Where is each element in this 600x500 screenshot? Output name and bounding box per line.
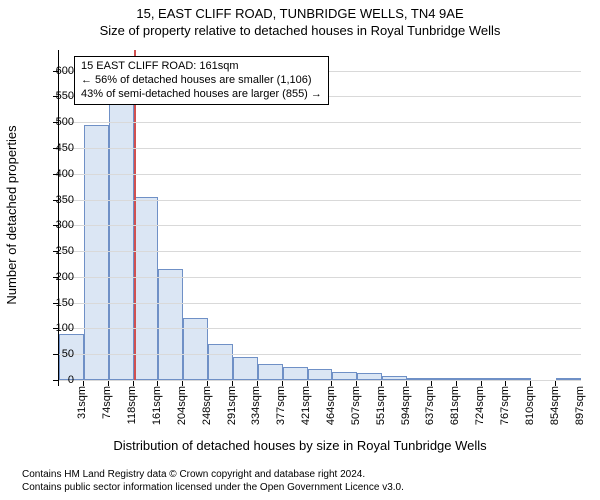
x-tick-label: 161sqm bbox=[151, 386, 163, 436]
histogram-bar bbox=[258, 364, 283, 381]
x-tick-mark bbox=[381, 381, 382, 386]
x-tick-mark bbox=[307, 381, 308, 386]
grid-line bbox=[59, 174, 581, 175]
annotation-box: 15 EAST CLIFF ROAD: 161sqm ← 56% of deta… bbox=[74, 56, 329, 105]
histogram-bar bbox=[332, 372, 357, 380]
grid-line bbox=[59, 200, 581, 201]
x-tick-label: 637sqm bbox=[424, 386, 436, 436]
y-tick-label: 500 bbox=[34, 116, 74, 128]
histogram-bar bbox=[84, 125, 109, 380]
annotation-line1: 15 EAST CLIFF ROAD: 161sqm bbox=[81, 60, 322, 74]
x-tick-mark bbox=[257, 381, 258, 386]
y-tick-label: 100 bbox=[34, 322, 74, 334]
x-tick-mark bbox=[505, 381, 506, 386]
x-tick-mark bbox=[530, 381, 531, 386]
y-axis-label: Number of detached properties bbox=[4, 125, 19, 304]
y-tick-label: 0 bbox=[34, 374, 74, 386]
x-tick-mark bbox=[207, 381, 208, 386]
x-tick-mark bbox=[232, 381, 233, 386]
grid-line bbox=[59, 303, 581, 304]
grid-line bbox=[59, 328, 581, 329]
y-tick-label: 550 bbox=[34, 90, 74, 102]
x-tick-label: 897sqm bbox=[574, 386, 586, 436]
x-tick-label: 724sqm bbox=[474, 386, 486, 436]
footer-line1: Contains HM Land Registry data © Crown c… bbox=[22, 469, 404, 482]
grid-line bbox=[59, 354, 581, 355]
x-tick-label: 377sqm bbox=[275, 386, 287, 436]
x-tick-label: 248sqm bbox=[201, 386, 213, 436]
histogram-bar bbox=[283, 367, 308, 380]
grid-line bbox=[59, 251, 581, 252]
x-tick-label: 291sqm bbox=[226, 386, 238, 436]
x-tick-mark bbox=[481, 381, 482, 386]
histogram-bar bbox=[183, 318, 208, 380]
x-tick-label: 767sqm bbox=[499, 386, 511, 436]
y-tick-label: 450 bbox=[34, 142, 74, 154]
y-tick-label: 350 bbox=[34, 194, 74, 206]
y-tick-label: 400 bbox=[34, 168, 74, 180]
histogram-bar bbox=[357, 373, 382, 380]
y-tick-label: 600 bbox=[34, 65, 74, 77]
x-tick-label: 334sqm bbox=[250, 386, 262, 436]
footer: Contains HM Land Registry data © Crown c… bbox=[22, 469, 404, 494]
grid-line bbox=[59, 277, 581, 278]
histogram-bar bbox=[208, 344, 233, 380]
y-tick-label: 250 bbox=[34, 245, 74, 257]
x-tick-label: 204sqm bbox=[176, 386, 188, 436]
x-tick-label: 854sqm bbox=[549, 386, 561, 436]
grid-line bbox=[59, 148, 581, 149]
annotation-line2: ← 56% of detached houses are smaller (1,… bbox=[81, 74, 322, 88]
x-tick-label: 421sqm bbox=[300, 386, 312, 436]
x-tick-mark bbox=[331, 381, 332, 386]
x-tick-mark bbox=[431, 381, 432, 386]
grid-line bbox=[59, 122, 581, 123]
x-tick-mark bbox=[555, 381, 556, 386]
x-tick-label: 594sqm bbox=[400, 386, 412, 436]
x-tick-label: 464sqm bbox=[325, 386, 337, 436]
footer-line2: Contains public sector information licen… bbox=[22, 482, 404, 495]
histogram-bar bbox=[109, 91, 134, 380]
histogram-bar bbox=[158, 269, 183, 380]
y-tick-label: 50 bbox=[34, 348, 74, 360]
x-tick-label: 74sqm bbox=[101, 386, 113, 436]
x-tick-label: 31sqm bbox=[76, 386, 88, 436]
y-tick-label: 150 bbox=[34, 297, 74, 309]
x-tick-mark bbox=[157, 381, 158, 386]
x-tick-mark bbox=[456, 381, 457, 386]
x-tick-mark bbox=[356, 381, 357, 386]
histogram-bar bbox=[233, 357, 258, 380]
chart-title-sub: Size of property relative to detached ho… bbox=[0, 21, 600, 44]
y-tick-label: 300 bbox=[34, 219, 74, 231]
histogram-bar bbox=[308, 369, 333, 380]
x-tick-mark bbox=[108, 381, 109, 386]
x-axis-label: Distribution of detached houses by size … bbox=[0, 438, 600, 453]
grid-line bbox=[59, 380, 581, 381]
x-tick-mark bbox=[83, 381, 84, 386]
x-tick-mark bbox=[58, 381, 59, 386]
x-tick-label: 681sqm bbox=[449, 386, 461, 436]
annotation-line3: 43% of semi-detached houses are larger (… bbox=[81, 88, 322, 102]
x-tick-label: 118sqm bbox=[126, 386, 138, 436]
y-tick-label: 200 bbox=[34, 271, 74, 283]
x-tick-mark bbox=[133, 381, 134, 386]
x-tick-label: 551sqm bbox=[375, 386, 387, 436]
chart-title-main: 15, EAST CLIFF ROAD, TUNBRIDGE WELLS, TN… bbox=[0, 0, 600, 21]
x-tick-label: 507sqm bbox=[350, 386, 362, 436]
chart-container: 15, EAST CLIFF ROAD, TUNBRIDGE WELLS, TN… bbox=[0, 0, 600, 500]
x-tick-label: 810sqm bbox=[524, 386, 536, 436]
x-tick-mark bbox=[282, 381, 283, 386]
x-tick-mark bbox=[406, 381, 407, 386]
x-tick-mark bbox=[182, 381, 183, 386]
grid-line bbox=[59, 225, 581, 226]
